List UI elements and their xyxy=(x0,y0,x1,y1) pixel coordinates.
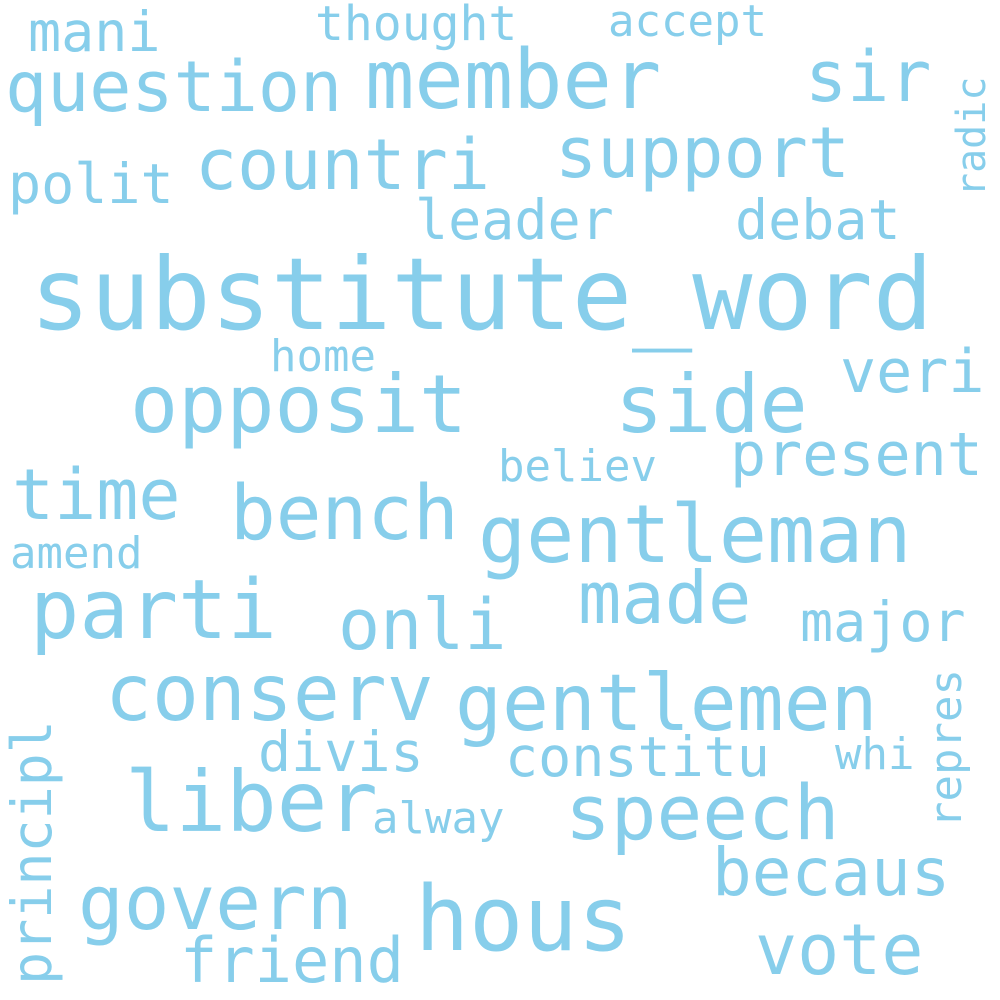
word-veri: veri xyxy=(840,337,985,407)
word-opposit: opposit xyxy=(130,358,468,451)
word-leader: leader xyxy=(415,188,614,252)
word-question: question xyxy=(5,46,343,128)
word-thought: thought xyxy=(315,0,518,52)
word-member: member xyxy=(365,33,662,128)
word-side: side xyxy=(615,358,808,451)
word-home: home xyxy=(270,331,376,382)
word-major: major xyxy=(800,590,966,654)
word-countri: countri xyxy=(195,124,491,206)
word-sir: sir xyxy=(805,36,932,118)
word-amend: amend xyxy=(10,528,143,579)
word-govern: govern xyxy=(78,858,353,947)
word-speech: speech xyxy=(565,768,840,857)
word-radic: radic xyxy=(949,76,995,197)
word-substitute-word: substitute_word xyxy=(30,236,934,353)
word-whi: whi xyxy=(835,729,915,780)
word-friend: friend xyxy=(180,924,404,997)
word-becaus: becaus xyxy=(712,834,951,911)
word-time: time xyxy=(12,454,181,536)
word-vote: vote xyxy=(755,909,924,991)
word-parti: parti xyxy=(30,563,277,658)
word-conserv: conserv xyxy=(105,649,434,739)
word-made: made xyxy=(578,556,752,640)
word-repres: repres xyxy=(921,669,972,828)
word-bench: bench xyxy=(230,468,459,557)
word-mani: mani xyxy=(28,0,161,64)
word-liber: liber xyxy=(125,753,378,851)
word-accept: accept xyxy=(608,0,767,47)
word-gentlemen: gentlemen xyxy=(455,659,878,749)
word-debat: debat xyxy=(735,188,901,252)
word-believ: believ xyxy=(498,441,657,492)
word-onli: onli xyxy=(338,584,507,666)
word-present: present xyxy=(730,420,983,490)
word-principl: principl xyxy=(0,720,64,985)
word-polit: polit xyxy=(8,152,174,216)
word-support: support xyxy=(555,112,851,194)
word-gentleman: gentleman xyxy=(478,488,912,581)
word-divis: divis xyxy=(258,720,424,784)
word-alway: alway xyxy=(372,793,505,844)
word-constitu: constitu xyxy=(505,725,770,789)
word-hous: hous xyxy=(415,867,632,972)
